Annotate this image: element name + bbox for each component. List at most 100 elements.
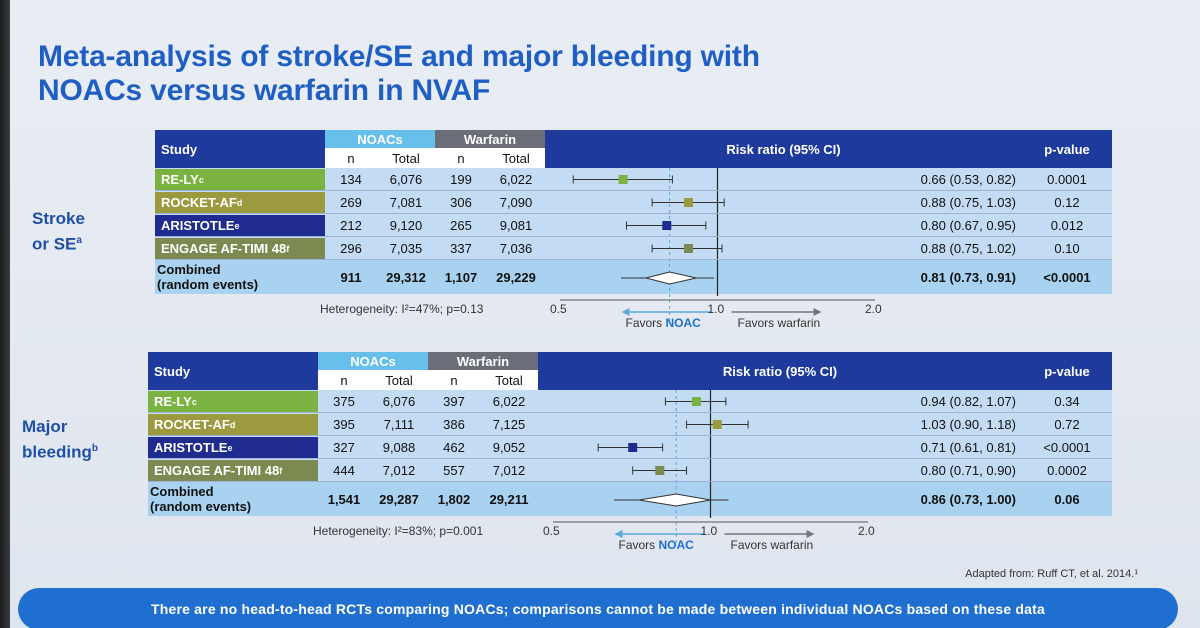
screen-bezel (0, 0, 10, 628)
noac-n: 327 (333, 440, 355, 455)
p-value: 0.72 (1054, 417, 1080, 432)
p-value: 0.34 (1054, 394, 1080, 409)
point-estimate (618, 175, 628, 184)
p-value: 0.0002 (1047, 463, 1087, 478)
combined-row-bg-1 (148, 482, 1112, 516)
warfarin-n: 397 (443, 394, 465, 409)
study-name: ARISTOTLE (161, 218, 235, 233)
point-estimate (655, 466, 665, 475)
risk-ratio-ci: 0.88 (0.75, 1.02) (920, 241, 1016, 256)
header-warfarin-1: Warfarin (428, 352, 538, 370)
warfarin-total: 7,012 (492, 463, 526, 478)
row-divider (155, 213, 1112, 214)
point-estimate (691, 397, 701, 406)
x-tick-label: 0.5 (550, 302, 567, 316)
study-sup: d (236, 197, 243, 208)
warfarin-n: 557 (443, 463, 465, 478)
warfarin-total: 7,090 (499, 195, 533, 210)
noac-total: 7,012 (382, 463, 416, 478)
study-label: RE-LY c (148, 391, 318, 412)
heterogeneity-text: Heterogeneity: I²=47%; p=0.13 (320, 302, 484, 316)
side-label-line1: Stroke (32, 209, 85, 228)
header-noacs-0: NOACs (325, 130, 435, 148)
combined-label-line2: (random events) (157, 277, 259, 292)
header-n-warf-0: n (435, 148, 487, 168)
noac-n: 395 (333, 417, 355, 432)
p-value: <0.0001 (1043, 440, 1091, 455)
noac-n: 296 (340, 241, 362, 256)
point-estimate (683, 198, 693, 207)
noac-total: 6,076 (382, 394, 416, 409)
header-n-noac-1: n (318, 370, 370, 390)
row-divider (148, 412, 1112, 413)
combined-noac-n: 911 (340, 269, 362, 285)
study-label: ROCKET-AF d (155, 192, 325, 213)
warfarin-total: 6,022 (499, 172, 533, 187)
x-tick-label: 2.0 (865, 302, 882, 316)
warfarin-total: 6,022 (492, 394, 526, 409)
study-sup: c (191, 396, 197, 407)
header-total-warf-0: Total (487, 148, 545, 168)
study-label: ARISTOTLE e (155, 215, 325, 236)
header-total-warf-1: Total (480, 370, 538, 390)
side-label-0: Stroke or SEa (32, 208, 85, 256)
heterogeneity-text: Heterogeneity: I²=83%; p=0.001 (313, 524, 484, 538)
combined-diamond (645, 271, 697, 285)
study-label: ARISTOTLE e (148, 437, 318, 458)
noac-n: 444 (333, 463, 355, 478)
warfarin-total: 9,081 (499, 218, 533, 233)
x-tick-label: 2.0 (858, 524, 875, 538)
favors-warfarin-arrowhead (806, 530, 815, 538)
combined-noac-total: 29,312 (386, 269, 426, 285)
noac-n: 375 (333, 394, 355, 409)
row-divider (155, 236, 1112, 237)
study-name: ENGAGE AF-TIMI 48 (161, 241, 287, 256)
noac-total: 6,076 (389, 172, 423, 187)
warfarin-n: 386 (443, 417, 465, 432)
study-sup: e (227, 442, 233, 453)
point-estimate (712, 420, 722, 429)
study-name: ROCKET-AF (161, 195, 237, 210)
title-line-1: Meta-analysis of stroke/SE and major ble… (38, 40, 760, 73)
warfarin-n: 337 (450, 241, 472, 256)
warfarin-total: 7,125 (492, 417, 526, 432)
risk-ratio-ci: 0.88 (0.75, 1.03) (920, 195, 1016, 210)
study-label: RE-LY c (155, 169, 325, 190)
x-tick-label: 1.0 (707, 302, 725, 316)
combined-warfarin-total: 29,211 (489, 491, 529, 507)
x-tick-label: 0.5 (543, 524, 560, 538)
side-label-1: Major bleedingb (22, 416, 98, 464)
study-name: ARISTOTLE (154, 440, 228, 455)
p-value: 0.0001 (1047, 172, 1087, 187)
study-sup: c (198, 174, 204, 185)
noac-total: 9,088 (382, 440, 416, 455)
header-n-warf-1: n (428, 370, 480, 390)
title-line-2: NOACs versus warfarin in NVAF (38, 74, 491, 107)
risk-ratio-ci: 0.94 (0.82, 1.07) (920, 394, 1016, 409)
warfarin-n: 306 (450, 195, 472, 210)
combined-label-line2: (random events) (150, 499, 252, 514)
row-divider (155, 190, 1112, 191)
noac-n: 134 (340, 172, 362, 187)
side-label-line1: Major (22, 417, 68, 436)
header-n-noac-0: n (325, 148, 377, 168)
header-risk-ratio-1: Risk ratio (95% CI) (538, 352, 1022, 390)
row-divider (148, 458, 1112, 459)
p-value: 0.12 (1054, 195, 1080, 210)
risk-ratio-ci: 0.71 (0.61, 0.81) (920, 440, 1016, 455)
risk-ratio-ci: 0.80 (0.71, 0.90) (920, 463, 1016, 478)
study-label: ROCKET-AF d (148, 414, 318, 435)
point-estimate (683, 244, 693, 253)
favors-warfarin-label: Favors warfarin (737, 316, 821, 330)
row-divider (148, 481, 1112, 482)
source-footnote: Adapted from: Ruff CT, et al. 2014.¹ (965, 568, 1138, 580)
row-divider (155, 259, 1112, 260)
header-noacs-1: NOACs (318, 352, 428, 370)
favors-noac-arrowhead (614, 530, 623, 538)
header-total-noac-1: Total (370, 370, 428, 390)
combined-label-line1: Combined (157, 262, 221, 277)
study-name: ROCKET-AF (154, 417, 230, 432)
study-sup: f (286, 243, 290, 254)
